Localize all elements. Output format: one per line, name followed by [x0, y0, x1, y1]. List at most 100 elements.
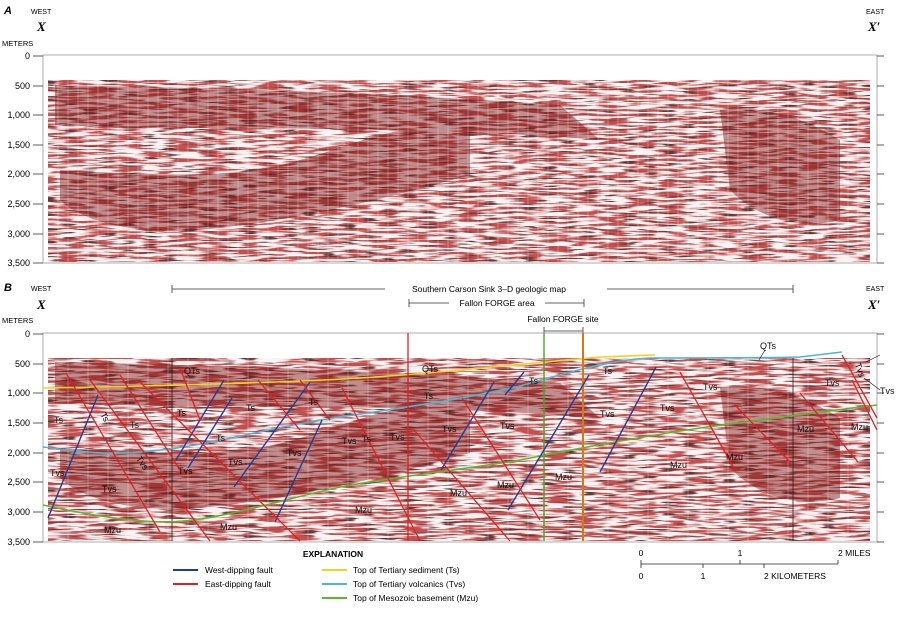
legend-title: EXPLANATION [303, 549, 363, 559]
qts-label: QTs [760, 341, 777, 351]
east-dipping-fault [799, 392, 859, 463]
legend: EXPLANATION West-dipping fault East-dipp… [173, 549, 478, 603]
map-boundary-lines [171, 358, 794, 541]
legend-item-west-dipping: West-dipping fault [173, 565, 274, 575]
panel-a-ytick: 3,500 [7, 258, 30, 268]
panel-a-trace-lines [57, 80, 859, 262]
unit-labels: QTs QTs QTs Ts Ts Ts Ts Ts Ts Ts Ts Ts T… [50, 341, 895, 535]
tvs-label: Tvs [442, 424, 457, 434]
panel-a-east-label: EAST [866, 9, 885, 16]
scale-km-0: 0 [639, 571, 644, 581]
panel-b-point-right: X′ [867, 297, 881, 312]
panel-b-west-label: WEST [31, 286, 52, 293]
east-dipping-fault [257, 379, 301, 431]
mzu-label: Mzu [851, 422, 868, 432]
panel-a-seismic-image [48, 80, 870, 262]
ts-label: Ts [309, 397, 319, 407]
tvs-label: Tvs [102, 484, 117, 494]
mzu-label: Mzu [104, 525, 121, 535]
ts-label: Ts [216, 433, 226, 443]
west-dipping-fault [274, 419, 323, 523]
panel-a-ytick: 500 [15, 81, 30, 91]
forge-area-label: Fallon FORGE area [459, 298, 534, 308]
qts-label: QTs [422, 364, 439, 374]
panel-a-west-label: WEST [31, 9, 52, 16]
mzu-label: Mzu [450, 488, 467, 498]
west-dipping-fault [599, 366, 657, 473]
legend-label: Top of Tertiary volcanics (Tvs) [353, 579, 465, 589]
west-dipping-fault [233, 381, 311, 488]
tvs-label: Tvs [500, 421, 515, 431]
panel-b-ytick: 500 [15, 359, 30, 369]
panel-a-point-left: X [36, 19, 46, 34]
mzu-label: Mzu [497, 480, 514, 490]
panel-a-ytick: 1,000 [7, 110, 30, 120]
panel-b-ytick: 1,000 [7, 388, 30, 398]
panel-a-ytick: 1,500 [7, 140, 30, 150]
ts-label: Ts [54, 415, 64, 425]
label-leader-lines [758, 349, 881, 391]
legend-label: West-dipping fault [205, 565, 274, 575]
ts-label: Ts [177, 408, 187, 418]
west-dipping-fault [47, 394, 99, 519]
panel-b-ytick: 1,500 [7, 418, 30, 428]
mzu-label: Mzu [355, 505, 372, 515]
geologic-map-extent [171, 285, 794, 293]
tvs-label: Tvs [50, 468, 65, 478]
mzu-label: Mzu [670, 460, 687, 470]
legend-label: Top of Tertiary sediment (Ts) [353, 565, 460, 575]
panel-b: B WEST X EAST X′ METERS Southern Carson … [2, 282, 895, 547]
panel-b-ytick: 2,000 [7, 448, 30, 458]
panel-b-seismic-image [48, 358, 870, 541]
west-dipping-fault [187, 397, 233, 469]
legend-item-ts-top: Top of Tertiary sediment (Ts) [322, 565, 460, 575]
east-dipping-fault [841, 354, 878, 419]
qts-label: QTs [184, 366, 201, 376]
panel-b-depth-axis: 0 500 1,000 1,500 2,000 2,500 3,000 3,50… [7, 329, 884, 547]
ts-label: Ts [424, 391, 434, 401]
panel-b-ytick: 0 [25, 329, 30, 339]
scale-mile-0: 0 [639, 548, 644, 558]
mzu-label: Mzu [220, 522, 237, 532]
panel-a-point-right: X′ [867, 19, 881, 34]
tvs-label: Tvs [287, 448, 302, 458]
legend-item-east-dipping: East-dipping fault [173, 579, 271, 589]
east-dipping-fault [341, 387, 421, 542]
west-dipping-fault [440, 381, 495, 471]
east-dipping-fault [89, 379, 211, 542]
ts-label: Ts [529, 376, 539, 386]
tvs-label: Tvs [703, 382, 718, 392]
ts-label: Ts [246, 403, 256, 413]
forge-site-label: Fallon FORGE site [527, 314, 599, 324]
east-dipping-fault [734, 404, 791, 463]
mzu-top-horizon [42, 404, 878, 523]
mzu-label: Mzu [555, 472, 572, 482]
scale-mile-2: 2 MILES [838, 548, 871, 558]
ts-label: Ts [603, 366, 613, 376]
tvs-label: Tvs [342, 436, 357, 446]
scale-km-1: 1 [701, 571, 706, 581]
tvs-label: Tvs [178, 466, 193, 476]
tvs-label: Tvs [390, 432, 405, 442]
panel-a-ytick: 3,000 [7, 229, 30, 239]
tvs-label: Tvs [853, 362, 868, 380]
east-dipping-fault [851, 379, 878, 431]
ts-label: Ts [130, 420, 140, 430]
panel-a-unit-label: METERS [2, 39, 33, 48]
panel-a-letter: A [3, 5, 12, 17]
panel-b-ytick: 3,000 [7, 507, 30, 517]
scale-mile-1: 1 [738, 548, 743, 558]
panel-b-ytick: 3,500 [7, 537, 30, 547]
legend-item-mzu-top: Top of Mesozoic basement (Mzu) [322, 593, 478, 603]
east-dipping-fault [179, 367, 201, 421]
east-dipping-fault [679, 371, 736, 471]
tvs-label: Tvs [825, 378, 840, 388]
tvs-label: Tvs [600, 409, 615, 419]
east-dipping-fault [139, 381, 301, 542]
panel-a-ytick: 0 [25, 51, 30, 61]
ts-top-horizon [42, 354, 656, 389]
east-dipping-fault [461, 397, 541, 521]
east-dipping-fault [299, 379, 331, 421]
west-dipping-fault [504, 371, 525, 396]
